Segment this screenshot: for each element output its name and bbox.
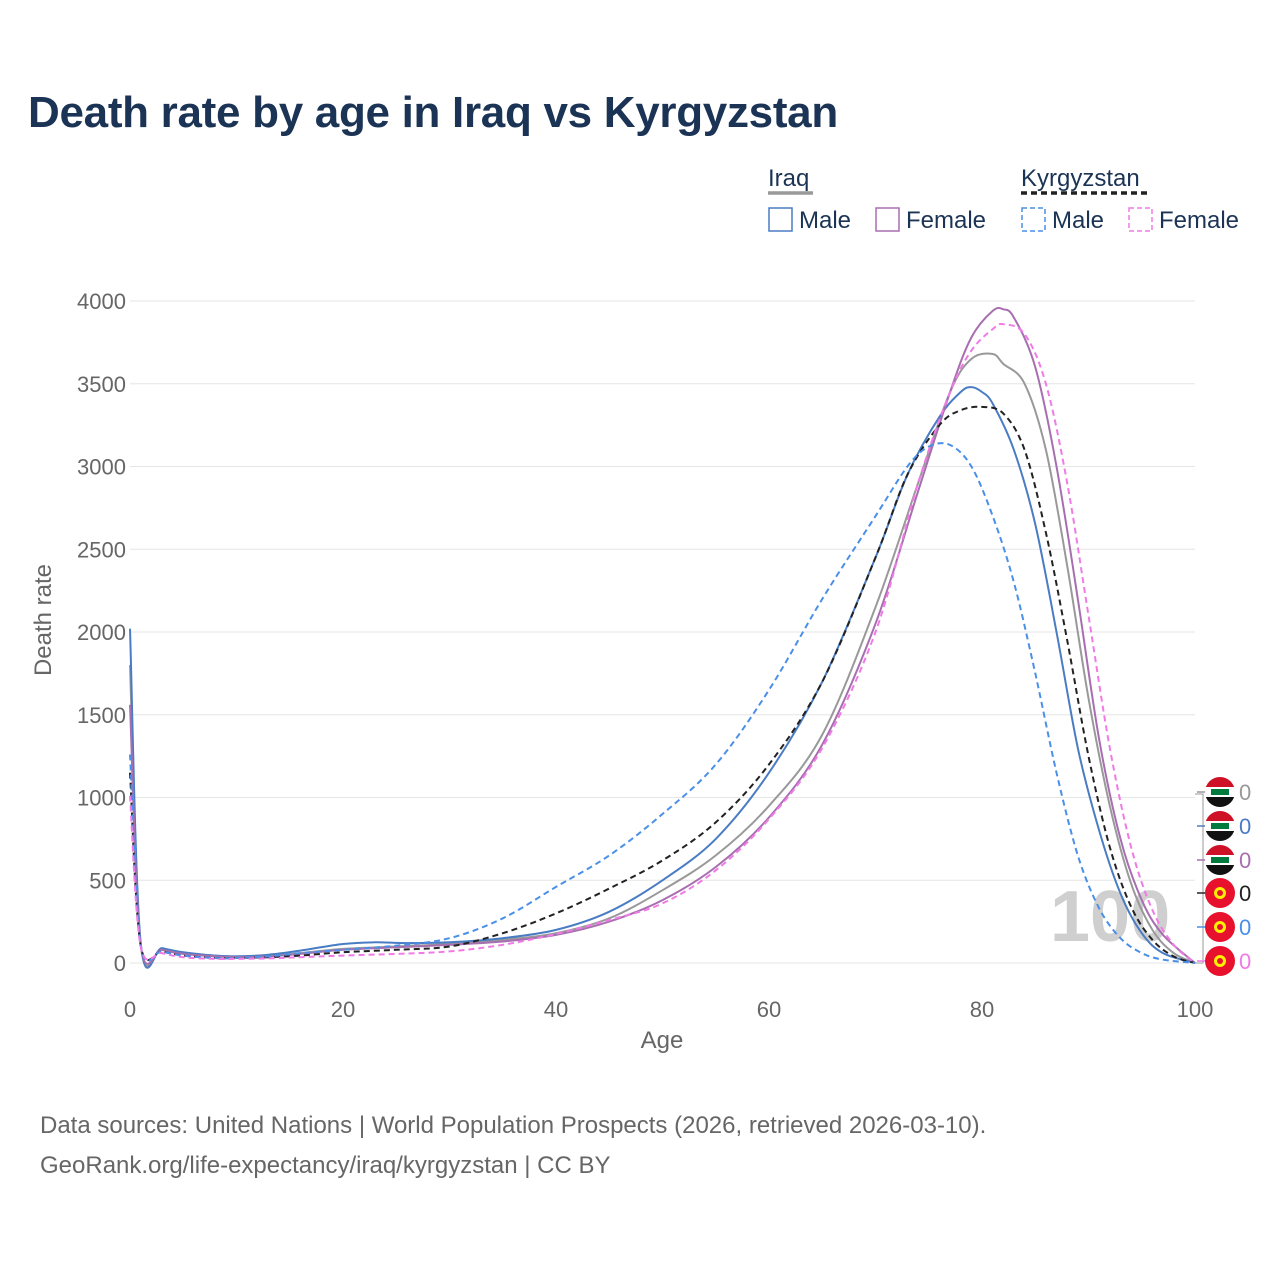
end-value-label: 0 xyxy=(1239,814,1251,839)
end-value-label: 0 xyxy=(1239,780,1251,805)
end-value-label: 0 xyxy=(1239,915,1251,940)
y-axis-ticks: 0 500 1000 1500 2000 2500 3000 3500 4000 xyxy=(77,289,126,976)
kyrgyzstan-flag-icon xyxy=(1205,878,1235,908)
end-value-label: 0 xyxy=(1239,881,1251,906)
legend[interactable]: Iraq Kyrgyzstan Male Female Male Female xyxy=(768,165,1239,234)
legend-group-label[interactable]: Iraq xyxy=(768,165,809,192)
footer: Data sources: United Nations | World Pop… xyxy=(40,1106,986,1186)
legend-group-label[interactable]: Kyrgyzstan xyxy=(1021,165,1140,192)
y-tick-label: 3500 xyxy=(77,372,126,397)
x-tick-label: 0 xyxy=(124,997,136,1022)
legend-swatch[interactable] xyxy=(1128,207,1153,232)
legend-item-label[interactable]: Male xyxy=(1052,207,1104,234)
y-tick-label: 1000 xyxy=(77,786,126,811)
end-value-label: 0 xyxy=(1239,949,1251,974)
end-value-label: 0 xyxy=(1239,848,1251,873)
x-tick-label: 40 xyxy=(544,997,568,1022)
chart-title: Death rate by age in Iraq vs Kyrgyzstan xyxy=(28,88,838,137)
end-markers: 0 0 0 0 0 0 xyxy=(1195,777,1251,976)
x-tick-label: 60 xyxy=(757,997,781,1022)
series-lines xyxy=(129,306,1196,969)
y-tick-label: 0 xyxy=(114,951,126,976)
y-tick-label: 3000 xyxy=(77,455,126,480)
end-bracket xyxy=(1195,793,1204,964)
iraq-flag-icon xyxy=(1205,777,1235,807)
source-link[interactable]: GeoRank.org/life-expectancy/iraq/kyrgyzs… xyxy=(40,1152,611,1179)
kyrgyzstan-flag-icon xyxy=(1205,946,1235,976)
legend-item-label[interactable]: Female xyxy=(1159,207,1239,234)
x-tick-label: 80 xyxy=(970,997,994,1022)
x-tick-label: 100 xyxy=(1177,997,1214,1022)
y-tick-label: 2500 xyxy=(77,537,126,562)
x-axis-label: Age xyxy=(641,1027,684,1054)
y-axis-label: Death rate xyxy=(30,564,57,676)
legend-swatch[interactable] xyxy=(768,207,793,232)
legend-swatch[interactable] xyxy=(875,207,900,232)
series-line-kyrgyzstan-male[interactable] xyxy=(129,442,1196,964)
iraq-flag-icon xyxy=(1205,845,1235,875)
legend-item-label[interactable]: Male xyxy=(799,207,851,234)
y-tick-label: 2000 xyxy=(77,620,126,645)
legend-swatch[interactable] xyxy=(1021,207,1046,232)
x-axis-ticks: 0 20 40 60 80 100 xyxy=(124,997,1213,1022)
y-tick-label: 4000 xyxy=(77,289,126,314)
y-tick-label: 500 xyxy=(89,868,126,893)
y-tick-label: 1500 xyxy=(77,703,126,728)
iraq-flag-icon xyxy=(1205,811,1235,841)
kyrgyzstan-flag-icon xyxy=(1205,912,1235,942)
series-line-iraq[interactable] xyxy=(129,352,1196,967)
series-line-iraq-female[interactable] xyxy=(129,306,1196,965)
x-tick-label: 20 xyxy=(331,997,355,1022)
data-source-text: Data sources: United Nations | World Pop… xyxy=(40,1112,987,1139)
series-line-kyrgyzstan-female[interactable] xyxy=(129,322,1196,964)
grid-lines xyxy=(130,300,1195,964)
legend-item-label[interactable]: Female xyxy=(906,207,986,234)
